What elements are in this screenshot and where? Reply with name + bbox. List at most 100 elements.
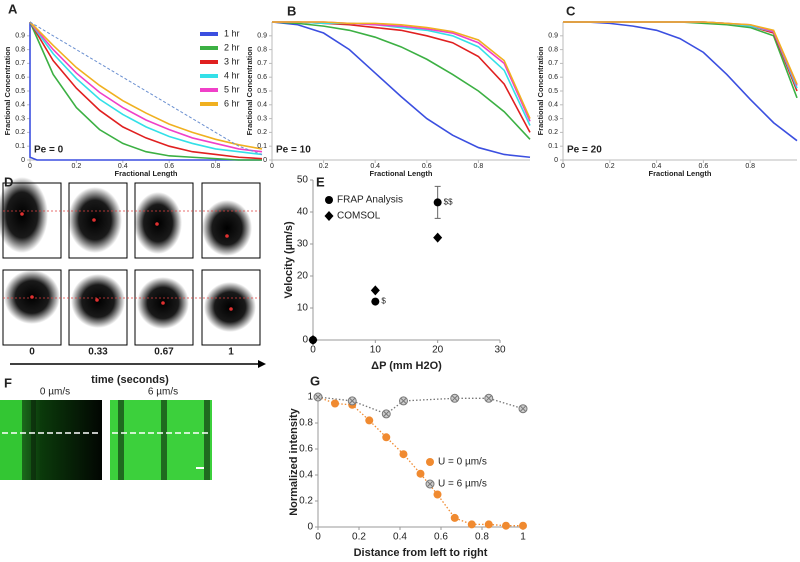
centroid (225, 234, 229, 238)
series-line (272, 21, 531, 119)
point (501, 521, 510, 530)
x-tick-label: 0 (315, 532, 321, 543)
point (398, 396, 408, 406)
x-axis-label: Fractional Length (115, 169, 178, 178)
x-tick-label: 0.2 (352, 532, 366, 543)
point (347, 396, 357, 406)
legend: FRAP Analysis COMSOL (324, 195, 403, 222)
y-tick-label: 0.6 (299, 444, 313, 455)
y-tick-label: 0.4 (299, 470, 313, 481)
y-tick-label: 0.6 (548, 74, 558, 81)
legend-label: U = 6 µm/s (438, 479, 487, 490)
y-tick-label: 0.7 (548, 60, 558, 67)
centroid (92, 218, 96, 222)
point (370, 285, 380, 296)
point-cross (400, 398, 407, 404)
y-tick-label: 0.2 (15, 129, 25, 136)
y-axis-label: Velocity (µm/s) (283, 221, 295, 299)
panel-label: F (4, 375, 12, 390)
x-axis-label: Fractional Length (649, 169, 712, 178)
time-axis-label: time (seconds) (91, 374, 169, 386)
y-tick-label: 0.1 (257, 143, 267, 150)
x-tick-label: 0 (270, 163, 274, 170)
x-tick-label: 1 (520, 532, 526, 543)
legend-label: 3 hr (224, 56, 240, 66)
point-cross (383, 411, 390, 417)
y-tick-label: 0 (302, 335, 308, 346)
y-tick-label: 0.8 (15, 46, 25, 53)
y-tick-label: 0.2 (548, 129, 558, 136)
series-line (563, 21, 798, 85)
annotation: Pe = 10 (276, 145, 311, 156)
point (450, 393, 460, 403)
x-tick-label: 0.2 (72, 163, 82, 170)
centroid (229, 307, 233, 311)
panel-label: D (4, 174, 13, 189)
point (399, 450, 408, 459)
point-cross (315, 394, 321, 400)
y-tick-label: 0 (554, 157, 558, 164)
x-tick-label: 0.2 (319, 163, 329, 170)
y-tick-label: 0.9 (548, 33, 558, 40)
x-tick-label: 0 (28, 163, 32, 170)
x-axis-label: Distance from left to right (354, 547, 488, 559)
significance-mark: $$ (444, 198, 453, 207)
y-tick-label: 0.5 (548, 88, 558, 95)
x-tick-label: 30 (494, 345, 506, 356)
blob (202, 200, 252, 256)
y-tick-label: 0.3 (15, 115, 25, 122)
legend: U = 0 µm/s U = 6 µm/s (425, 457, 487, 490)
legend-label: COMSOL (337, 211, 381, 222)
x-tick-label: 0.4 (370, 163, 380, 170)
y-tick-label: 0.9 (15, 33, 25, 40)
legend-label: 4 hr (224, 70, 240, 80)
centroid (95, 298, 99, 302)
series-line (272, 21, 531, 133)
chart-panel: A 0 0.1 0.2 0.3 0.4 0.5 0.6 0.7 0.8 0.9 0 0.2 0.4 0.6 0… (3, 1, 263, 178)
point (371, 297, 380, 306)
x-tick-label: 0.6 (164, 163, 174, 170)
x-tick-label: 0.8 (475, 532, 489, 543)
y-tick-label: 0.1 (15, 143, 25, 150)
time-label: 0 (29, 347, 35, 358)
x-tick-label: 0.2 (605, 163, 615, 170)
point (484, 393, 494, 403)
x-tick-label: 0.8 (474, 163, 484, 170)
y-axis-label: Fractional Concentration (3, 46, 12, 135)
point (365, 416, 374, 425)
y-tick-label: 0.3 (548, 115, 558, 122)
image-caption: 0 µm/s (40, 387, 70, 398)
time-label: 0.67 (154, 347, 174, 358)
x-tick-label: 0.8 (745, 163, 755, 170)
series-line (29, 21, 262, 161)
centroid (30, 295, 34, 299)
legend-swatch (325, 196, 333, 204)
y-tick-label: 0.7 (15, 60, 25, 67)
point (450, 513, 459, 522)
y-tick-label: 0.8 (299, 418, 313, 429)
point (313, 392, 323, 402)
point (416, 469, 425, 478)
centroid (20, 212, 24, 216)
legend: 1 hr 2 hr 3 hr 4 hr 5 hr 6 hr (200, 28, 240, 108)
point (331, 399, 340, 408)
x-tick-label: 0.4 (393, 532, 407, 543)
panel-d-images: D 0 0.33 0.67 1 time (seconds) (0, 174, 266, 386)
series-line (29, 21, 263, 153)
legend-label: 2 hr (224, 42, 240, 52)
point (518, 404, 528, 414)
x-tick-label: 0.4 (118, 163, 128, 170)
y-tick-label: 0.4 (257, 102, 267, 109)
annotation: Pe = 20 (567, 145, 602, 156)
series-line (271, 21, 531, 159)
point-cross (349, 398, 356, 404)
y-tick-label: 0.4 (548, 102, 558, 109)
y-tick-label: 40 (297, 207, 309, 218)
panel-label: E (316, 174, 325, 189)
point (433, 198, 442, 207)
x-tick-label: 0.8 (211, 163, 221, 170)
legend-label: 1 hr (224, 28, 240, 38)
panel-f-images: F 0 µm/s 6 µm/s (0, 375, 212, 480)
point (467, 520, 476, 529)
series-line (271, 21, 531, 140)
